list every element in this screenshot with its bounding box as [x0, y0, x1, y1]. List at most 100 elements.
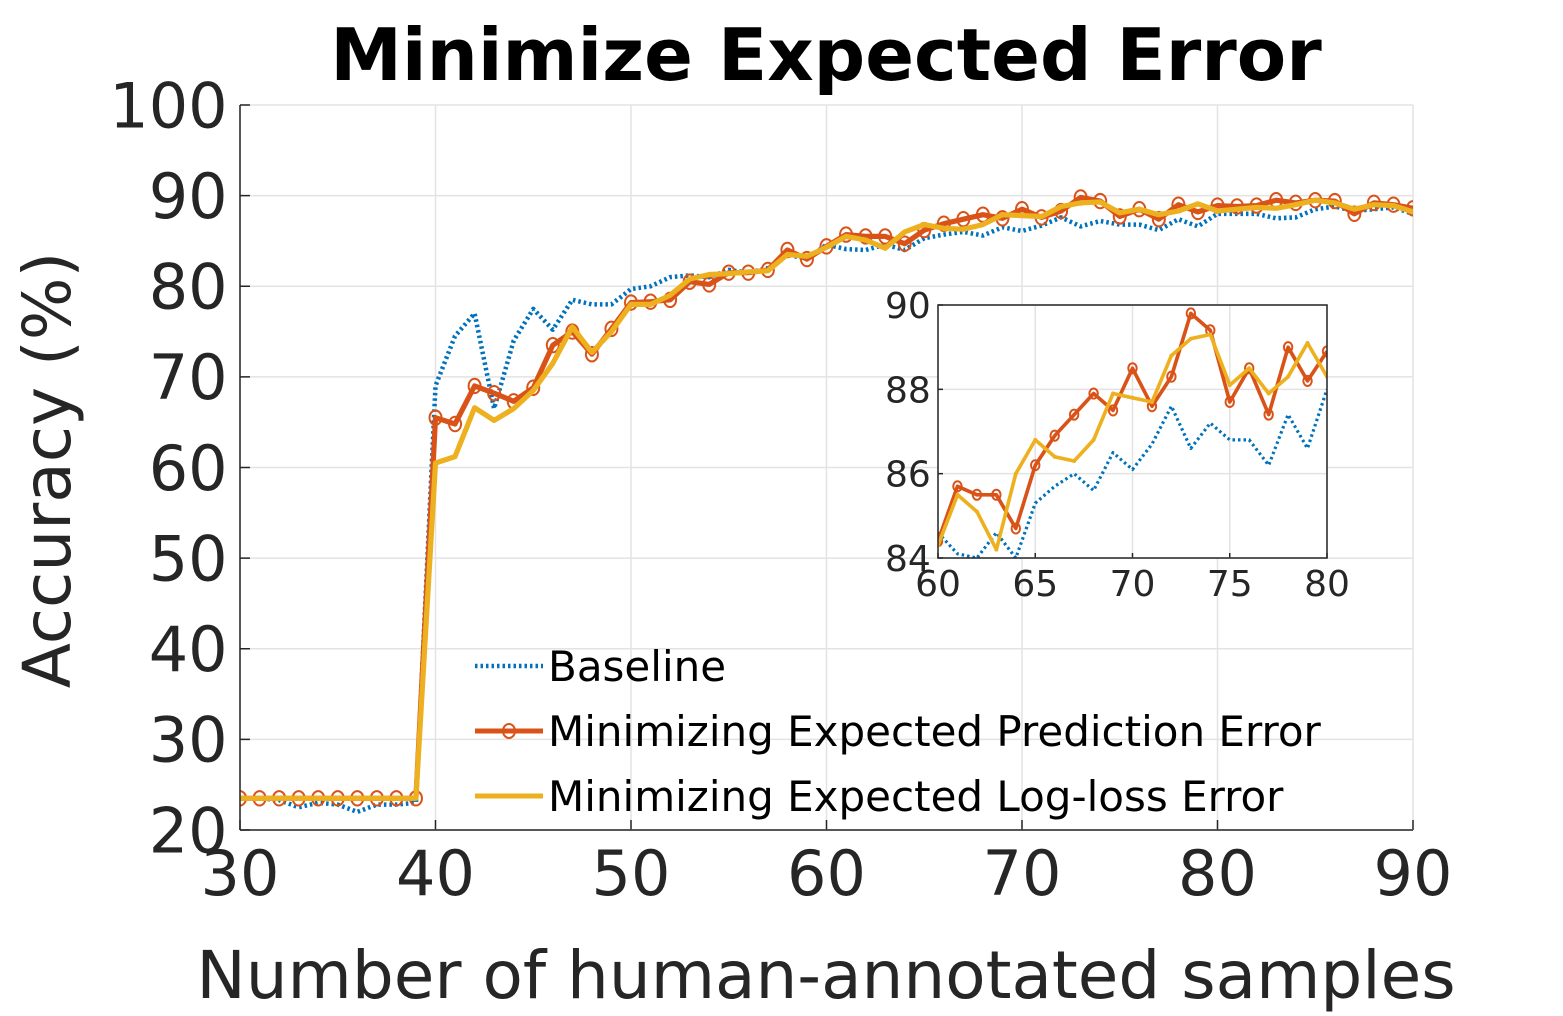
data-point — [1274, 206, 1279, 211]
data-point — [1215, 209, 1220, 214]
data-point — [1286, 374, 1291, 379]
x-tick-label: 70 — [1110, 564, 1156, 605]
y-tick-label: 88 — [885, 370, 931, 411]
data-point — [1176, 209, 1181, 214]
data-point — [453, 454, 458, 459]
data-point — [936, 215, 951, 232]
data-point — [971, 488, 983, 501]
data-point — [1059, 204, 1064, 209]
y-axis-label: Accuracy (%) — [9, 252, 86, 689]
data-point — [804, 254, 809, 259]
data-point — [629, 302, 633, 307]
data-point — [394, 796, 399, 801]
data-point — [707, 272, 712, 277]
data-point — [277, 796, 282, 801]
data-point — [531, 388, 536, 393]
data-point — [1305, 340, 1310, 345]
data-point — [863, 238, 868, 243]
data-point — [922, 222, 927, 227]
data-point — [492, 418, 497, 423]
data-point — [511, 406, 516, 411]
data-point — [1293, 202, 1298, 207]
data-point — [1185, 307, 1197, 320]
data-point — [994, 547, 999, 552]
x-tick-label: 80 — [1178, 837, 1257, 910]
y-tick-label: 60 — [149, 432, 228, 505]
data-point — [726, 271, 731, 276]
data-point — [980, 222, 985, 227]
x-tick-label: 60 — [787, 837, 866, 910]
data-point — [1000, 212, 1005, 217]
data-point — [1332, 200, 1337, 205]
data-point — [1254, 205, 1259, 210]
data-point — [1091, 437, 1096, 442]
data-point — [1352, 207, 1357, 212]
data-point — [1033, 437, 1038, 442]
data-point — [1391, 203, 1396, 208]
y-tick-label: 30 — [149, 704, 228, 777]
data-point — [550, 361, 555, 366]
data-point — [1151, 210, 1166, 228]
data-point — [1010, 522, 1021, 535]
data-point — [570, 325, 575, 330]
data-point — [955, 492, 960, 497]
y-tick-label: 20 — [149, 794, 228, 867]
data-point — [941, 226, 946, 231]
data-point — [1263, 408, 1274, 421]
data-point — [648, 302, 653, 307]
data-point — [1156, 212, 1161, 217]
data-point — [824, 245, 829, 250]
data-point — [355, 796, 360, 801]
x-tick-label: 65 — [1012, 564, 1058, 605]
x-tick-label: 50 — [592, 837, 671, 910]
data-point — [1302, 374, 1313, 387]
data-point — [589, 350, 594, 355]
data-point — [335, 796, 340, 801]
data-point — [584, 346, 599, 363]
data-point — [1098, 199, 1103, 204]
data-point — [897, 235, 912, 252]
data-point — [1013, 471, 1018, 476]
data-point — [1117, 210, 1122, 215]
data-point — [1072, 459, 1077, 464]
legend-label: Minimizing Expected Log-loss Error — [548, 772, 1284, 821]
data-point — [1188, 336, 1193, 341]
series-line — [938, 311, 1327, 542]
data-point — [765, 268, 770, 273]
data-point — [1371, 202, 1376, 207]
data-point — [545, 336, 560, 354]
x-tick-label: 70 — [983, 837, 1062, 910]
data-point — [839, 226, 854, 243]
y-tick-label: 86 — [885, 455, 931, 496]
data-point — [374, 796, 379, 801]
data-point — [1169, 353, 1174, 358]
data-point — [448, 415, 463, 433]
data-point — [1313, 198, 1318, 203]
data-point — [1282, 341, 1294, 354]
x-tick-label: 40 — [396, 837, 475, 910]
data-point — [1227, 383, 1232, 388]
data-point — [609, 329, 614, 334]
data-point — [604, 320, 619, 338]
y-tick-label: 80 — [149, 251, 228, 324]
data-point — [1020, 213, 1024, 218]
data-point — [1149, 399, 1154, 404]
data-point — [526, 379, 541, 396]
x-axis-label: Number of human-annotated samples — [196, 937, 1455, 1014]
data-point — [961, 227, 966, 232]
data-point — [1068, 408, 1080, 421]
data-point — [1030, 459, 1041, 472]
data-point — [1039, 214, 1044, 219]
data-point — [938, 535, 944, 548]
plot-area — [240, 189, 1413, 815]
data-point — [1244, 362, 1255, 375]
data-point — [974, 509, 979, 514]
data-point — [785, 252, 790, 257]
data-point — [687, 277, 692, 281]
axes: 60 65 70 75 80 84 86 88 90 — [885, 286, 1350, 605]
data-point — [467, 377, 482, 395]
x-tick-label: 80 — [1304, 564, 1350, 605]
legend: Baseline Minimizing Expected Prediction E… — [475, 642, 1322, 821]
data-point — [902, 229, 907, 234]
